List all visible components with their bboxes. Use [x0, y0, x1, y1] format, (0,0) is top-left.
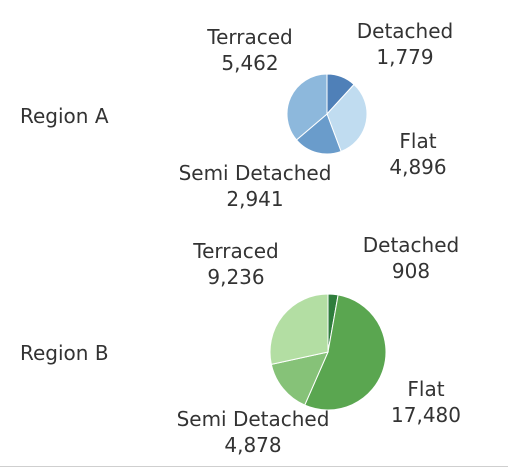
- region-label-a: Region A: [20, 104, 109, 128]
- slice-label-a-semi-detached: Semi Detached 2,941: [179, 160, 332, 212]
- slice-label-b-semi-detached: Semi Detached 4,878: [177, 406, 330, 458]
- slice-label-b-detached: Detached 908: [363, 232, 459, 284]
- slice-value-a-semi-detached: 2,941: [226, 187, 284, 211]
- pie-slice-semi-detached: [295, 113, 342, 155]
- slice-name-a-detached: Detached: [356, 19, 454, 43]
- bottom-divider: [0, 466, 508, 467]
- pie-slice-flat: [326, 83, 368, 153]
- slice-label-a-detached: Detached 1,779: [357, 18, 453, 70]
- pie-slice-semi-detached: [270, 351, 329, 406]
- slice-value-a-flat: 4,896: [389, 155, 447, 179]
- pie-slice-terraced: [286, 73, 328, 141]
- slice-label-a-flat: Flat 4,896: [389, 128, 446, 180]
- slice-value-b-semi-detached: 4,878: [224, 433, 282, 457]
- slice-label-b-flat: Flat 17,480: [391, 376, 461, 428]
- slice-name-b-terraced: Terraced: [193, 239, 279, 263]
- slice-name-b-detached: Detached: [362, 233, 460, 257]
- slice-name-a-semi-detached: Semi Detached: [178, 161, 332, 185]
- slice-label-b-terraced: Terraced 9,236: [193, 238, 278, 290]
- slice-name-b-semi-detached: Semi Detached: [176, 407, 330, 431]
- slice-name-a-flat: Flat: [399, 129, 437, 153]
- slice-label-a-terraced: Terraced 5,462: [207, 24, 292, 76]
- slice-name-b-flat: Flat: [407, 377, 445, 401]
- region-label-b: Region B: [20, 341, 109, 365]
- slice-value-b-flat: 17,480: [391, 403, 461, 427]
- slice-value-a-detached: 1,779: [376, 45, 434, 69]
- slice-value-b-terraced: 9,236: [207, 265, 265, 289]
- pie-slice-flat: [304, 294, 387, 411]
- slice-name-a-terraced: Terraced: [207, 25, 293, 49]
- slice-value-b-detached: 908: [391, 259, 431, 283]
- slice-value-a-terraced: 5,462: [221, 51, 279, 75]
- pie-slice-terraced: [269, 293, 329, 365]
